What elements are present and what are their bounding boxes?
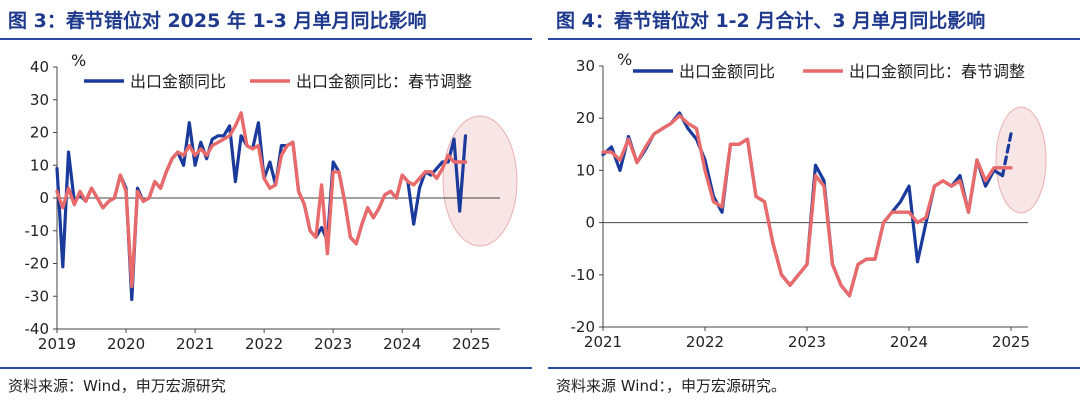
left-legend-label-1: 出口金额同比 [130,72,226,91]
right-y-tick-label: 20 [576,109,595,127]
right-x-tick-label: 2023 [788,333,826,351]
right-legend-label-2: 出口金额同比：春节调整 [849,62,1025,81]
right-x-tick-label: 2022 [686,333,724,351]
right-chart-title: 图 4：春节错位对 1-2 月合计、3 月单月同比影响 [556,10,986,32]
right-y-unit-label: % [617,50,632,69]
right-chart: -20 -10 0 10 20 30 % 2021 2022 2023 2024 2025 出口金额同比… [571,50,1047,351]
right-y-tick-label: 10 [576,161,595,179]
left-y-tick-label: -20 [25,255,50,273]
left-y-unit-label: % [71,51,86,70]
right-y-tick-label: 30 [576,57,595,75]
right-highlight-ellipse [995,106,1047,214]
left-title-divider [0,38,532,40]
left-y-tick-label: 40 [30,58,49,76]
left-x-tick-label: 2020 [107,335,145,353]
left-series-line-1 [55,121,468,302]
left-chart-panel: 图 3：春节错位对 2025 年 1-3 月单月同比影响 -40 -30 -20 -1… [0,0,532,404]
right-legend-label-1: 出口金额同比 [679,62,775,81]
left-series-line-2 [55,111,468,289]
right-y-tick-label: -10 [571,266,596,284]
right-y-tick-label: 0 [585,214,595,232]
left-source-note: 资料来源：Wind，申万宏源研究 [8,377,226,395]
left-x-tick-label: 2024 [383,335,421,353]
left-y-tick-label: 0 [39,189,49,207]
right-chart-panel: 图 4：春节错位对 1-2 月合计、3 月单月同比影响 -20 -10 0 10 20 3… [548,0,1080,404]
left-x-tick-label: 2021 [176,335,214,353]
left-y-tick-label: 20 [30,124,49,142]
left-x-tick-label: 2025 [452,335,490,353]
right-x-tick-label: 2025 [992,333,1030,351]
left-highlight-ellipse [442,115,518,247]
left-y-tick-label: 30 [30,91,49,109]
left-y-tick-label: -40 [25,320,50,338]
left-y-tick-label: -30 [25,287,50,305]
left-x-tick-label: 2022 [245,335,283,353]
left-x-tick-label: 2023 [314,335,352,353]
right-title-divider [548,38,1080,40]
right-series-line-2 [601,113,1013,298]
left-source-divider [0,367,532,369]
left-legend-label-2: 出口金额同比：春节调整 [296,72,472,91]
left-chart-title: 图 3：春节错位对 2025 年 1-3 月单月同比影响 [8,10,427,32]
left-y-tick-label: 10 [30,156,49,174]
left-chart: -40 -30 -20 -10 0 10 20 30 40 % 2019 2020 2021 2022 20… [25,51,518,353]
right-source-divider [548,367,1080,369]
left-x-tick-label: 2019 [38,335,76,353]
right-y-tick-label: -20 [571,318,596,336]
right-x-tick-label: 2024 [890,333,928,351]
left-y-tick-label: -10 [25,222,50,240]
right-source-note: 资料来源 Wind：，申万宏源研究。 [556,377,786,395]
right-x-tick-label: 2021 [584,333,622,351]
